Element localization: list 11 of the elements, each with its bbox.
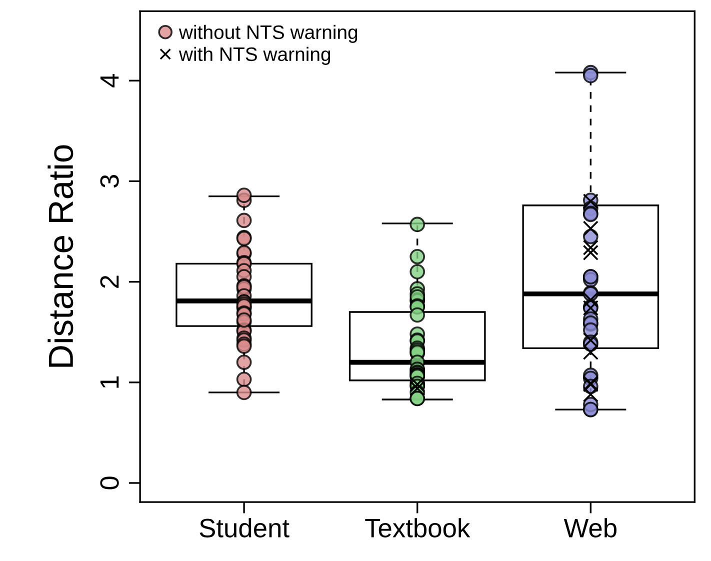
legend-label: without NTS warning <box>178 24 358 43</box>
y-tick-label: 1 <box>100 376 119 388</box>
y-tick-label: 0 <box>100 476 119 490</box>
x-tick-label: Student <box>200 518 290 538</box>
y-tick-label: 2 <box>100 276 119 288</box>
y-tick-label: 4 <box>100 74 119 88</box>
y-tick-label: 3 <box>100 175 119 188</box>
y-axis-title: Distance Ratio <box>48 145 74 367</box>
x-tick-label: Textbook <box>365 518 470 538</box>
legend-label: with NTS warning <box>178 46 330 65</box>
x-tick-label: Web <box>564 518 616 538</box>
